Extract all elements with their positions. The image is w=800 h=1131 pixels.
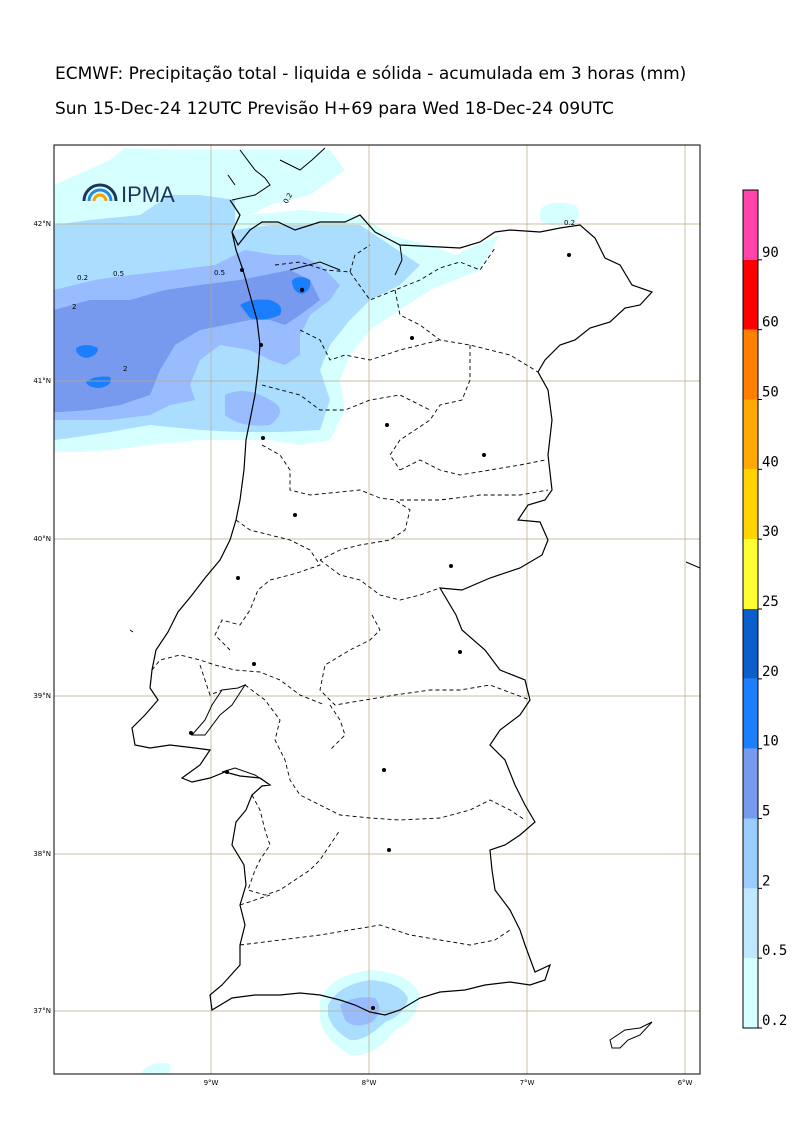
contour-label: 0.2 (77, 274, 88, 282)
ipma-logo: IPMA (82, 182, 175, 207)
colorbar-label: 10 (762, 734, 779, 750)
contour-label: 2 (72, 303, 76, 311)
precip-area-southwest (140, 1063, 171, 1074)
colorbar-segment (743, 678, 758, 749)
precip-area-south-2 (340, 997, 380, 1026)
colorbar-segment (743, 958, 758, 1028)
lat-label: 39°N (33, 692, 51, 700)
colorbar-label: 50 (762, 385, 779, 401)
lon-label: 6°W (678, 1079, 693, 1087)
precip-area-10-d (86, 376, 111, 388)
sado-estuary (221, 767, 271, 786)
colorbar-segment (743, 888, 758, 959)
colorbar-label: 0.2 (762, 1013, 787, 1029)
portugal-coastline (131, 199, 654, 1016)
colorbar-label: 30 (762, 524, 779, 540)
contour-label: 0.5 (113, 270, 124, 278)
colorbar-segment (743, 399, 758, 470)
spain-coast-south (609, 1021, 653, 1049)
contour-label: 0.5 (214, 269, 225, 277)
contour-label: 0.2 (564, 219, 575, 227)
colorbar-label: 5 (762, 804, 770, 820)
precip-area-10-c (76, 345, 98, 358)
colorbar-segment (743, 329, 758, 400)
galicia-coast (227, 147, 326, 201)
colorbar-label: 90 (762, 245, 779, 261)
district-boundaries-solid (289, 244, 403, 276)
chart-title: ECMWF: Precipitação total - liquida e só… (55, 64, 687, 84)
chart-subtitle: Sun 15-Dec-24 12UTC Previsão H+69 para W… (55, 99, 614, 119)
spain-coast-east (685, 561, 701, 569)
lat-label: 41°N (33, 377, 51, 385)
lon-label: 7°W (520, 1079, 535, 1087)
colorbar-label: 2 (762, 873, 770, 889)
tejo-estuary (190, 683, 247, 736)
colorbar-segment (743, 190, 758, 260)
precip-area-10-b (292, 277, 311, 294)
colorbar-segment (743, 609, 758, 679)
colorbar-label: 60 (762, 315, 779, 331)
lat-label: 42°N (33, 220, 51, 228)
district-boundaries (151, 244, 549, 946)
lon-label: 8°W (362, 1079, 377, 1087)
district-capitals (189, 253, 571, 1010)
logo-text: IPMA (121, 182, 175, 207)
colorbar-label: 0.5 (762, 943, 787, 959)
contour-label: 2 (123, 365, 127, 373)
precip-area-0.2-b (540, 202, 579, 226)
precip-area-10-a (240, 299, 282, 320)
lat-label: 38°N (33, 850, 51, 858)
islet (129, 629, 134, 633)
graticule (54, 145, 700, 1074)
colorbar-segment (743, 539, 758, 609)
colorbar-label: 25 (762, 594, 779, 610)
map-frame (53, 144, 701, 1075)
rainbow-icon (82, 183, 118, 202)
colorbar-label: 40 (762, 454, 779, 470)
colorbar-segment (743, 469, 758, 540)
lat-label: 37°N (33, 1007, 51, 1015)
lon-label: 9°W (204, 1079, 219, 1087)
colorbar-segment (743, 818, 758, 889)
colorbar-segment (743, 748, 758, 819)
colorbar-label: 20 (762, 664, 779, 680)
lat-label: 40°N (33, 535, 51, 543)
colorbar-segment (743, 259, 758, 330)
